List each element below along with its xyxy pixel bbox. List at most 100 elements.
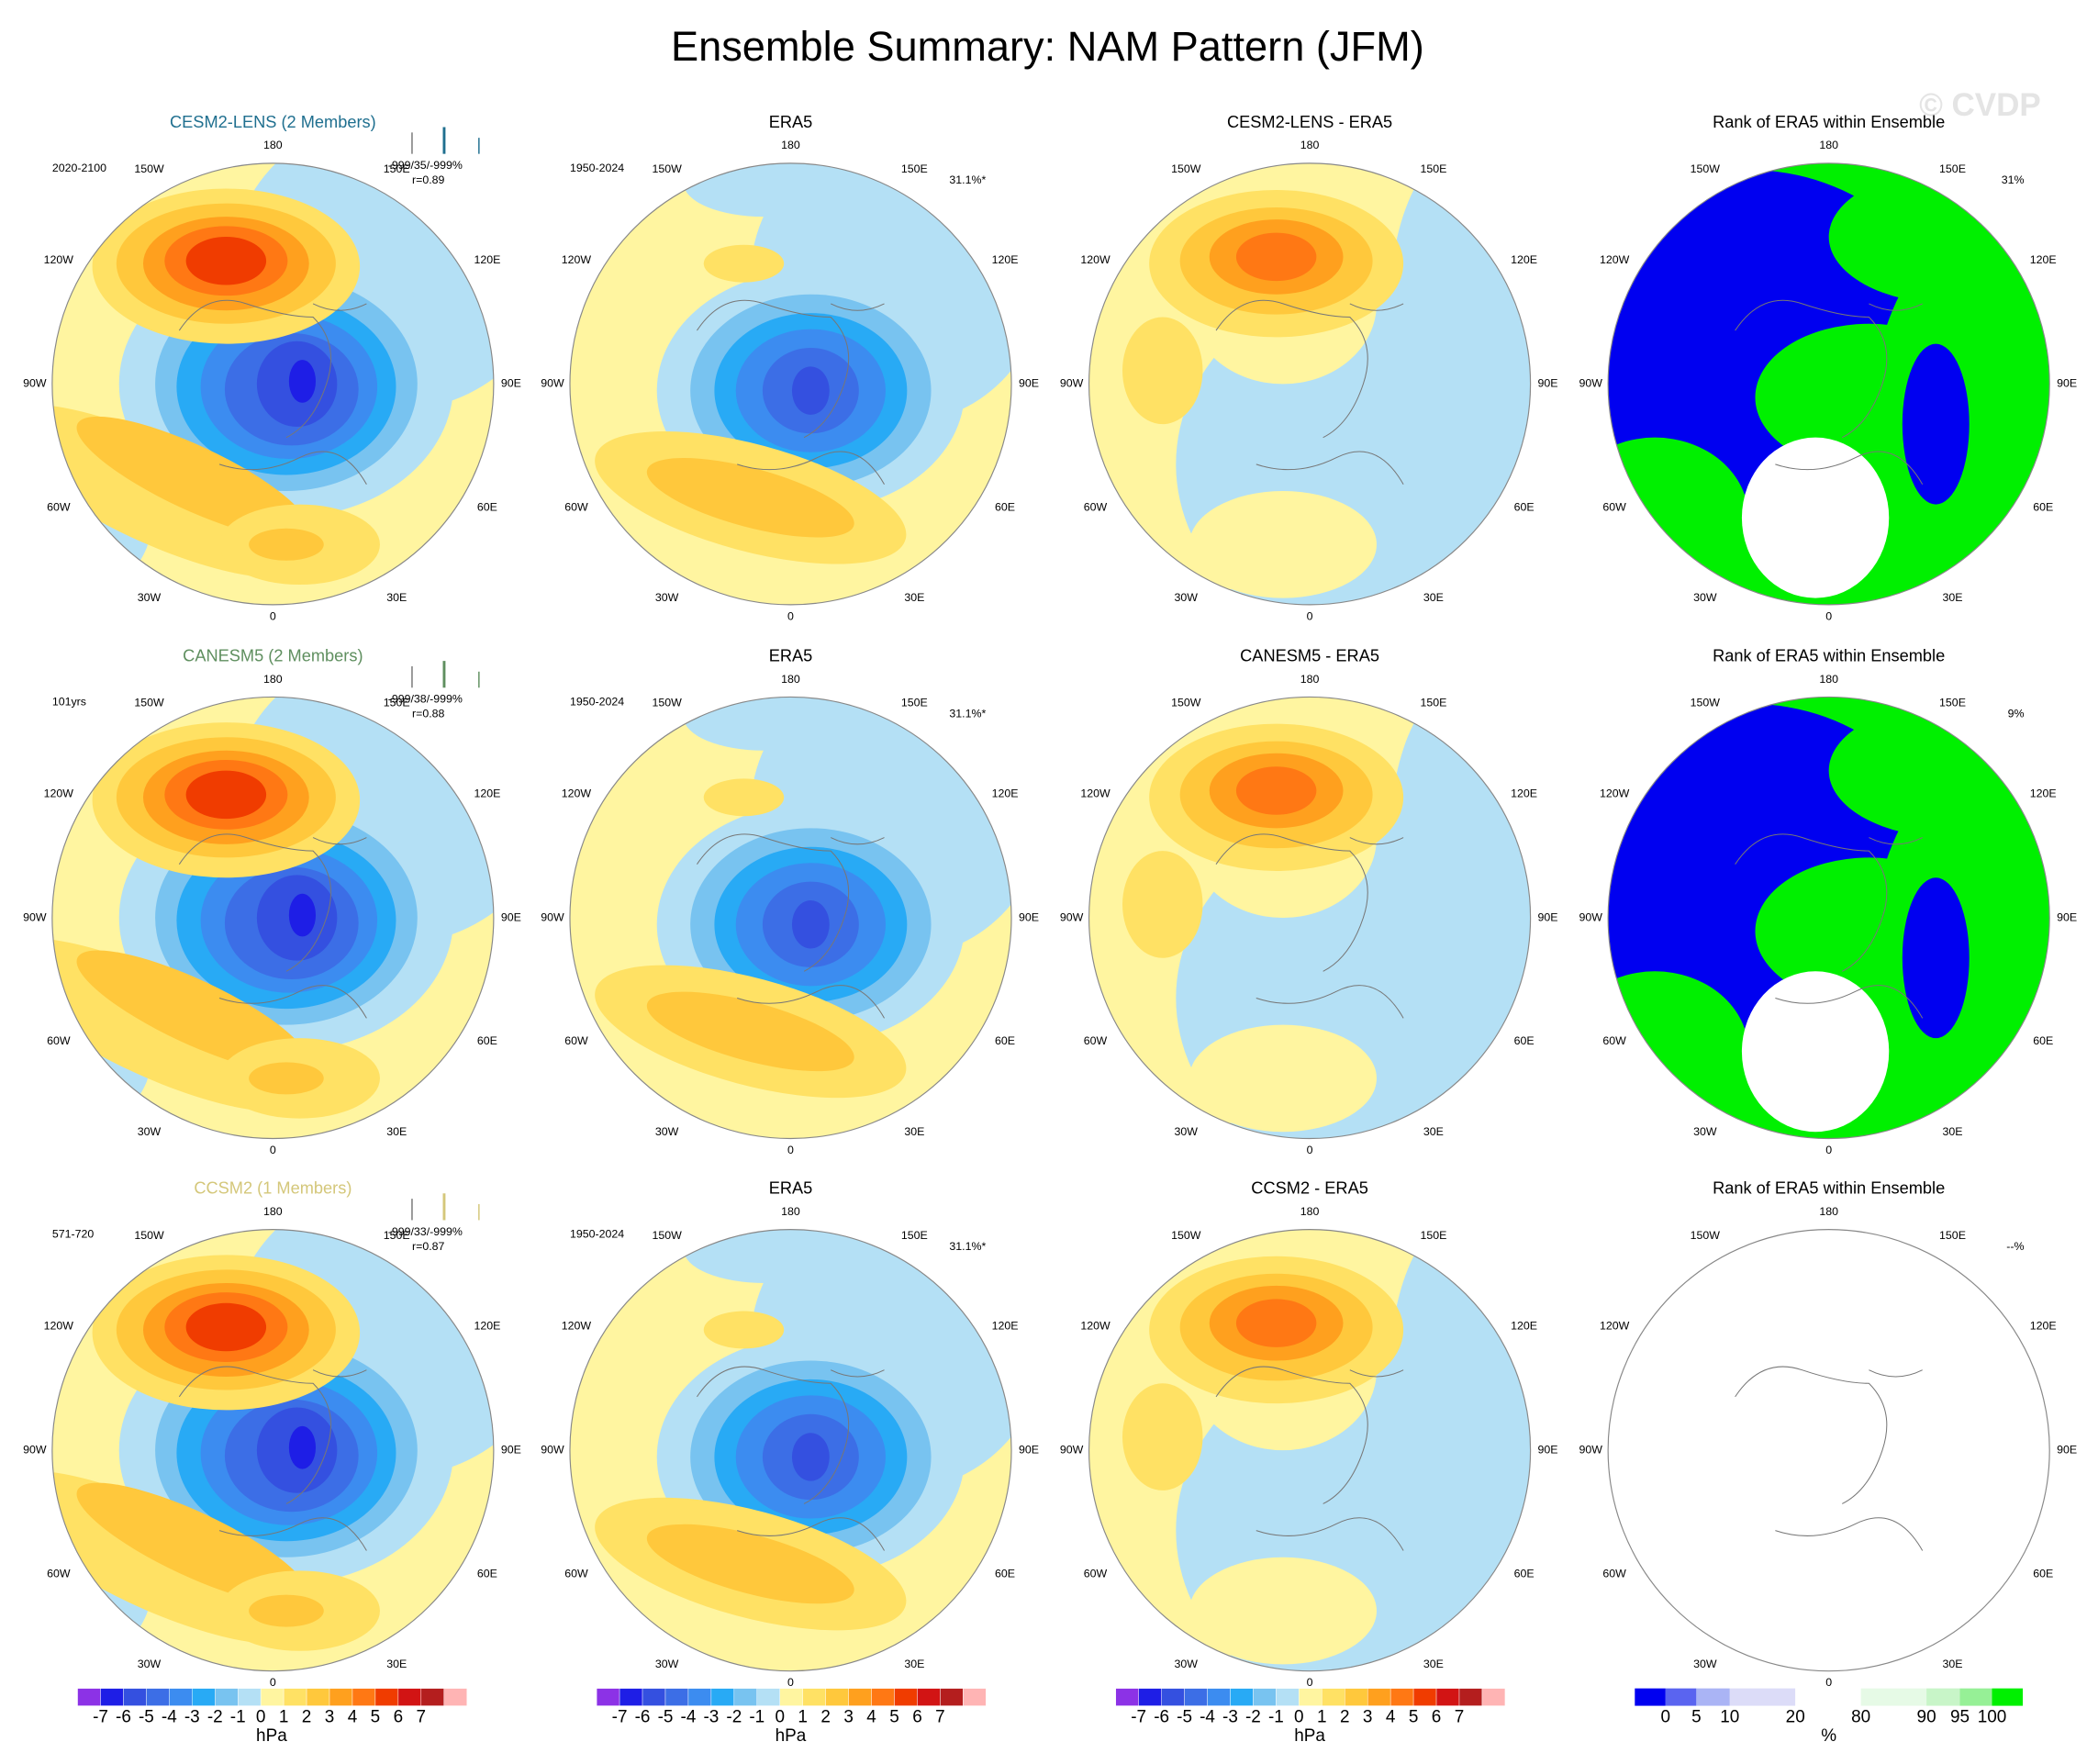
coastline [1215, 299, 1404, 485]
pattern-percent: 31.1%* [949, 173, 986, 186]
longitude-label: 30E [1423, 1658, 1444, 1670]
longitude-label: 150E [1420, 697, 1446, 709]
longitude-label: 150W [134, 697, 164, 709]
colorbar-box [1138, 1688, 1162, 1706]
colorbar-box [352, 1688, 376, 1706]
field-contour [1189, 1024, 1377, 1133]
longitude-label: 60W [47, 1034, 71, 1047]
map-field [1088, 1229, 1531, 1671]
colorbar-label: -3 [1222, 1708, 1238, 1727]
map-panel: 180 150E 120E 90E 60E 30E 0 30W 60W 90W 120W 150W Ra… [1579, 647, 2077, 1156]
field-contour [1122, 317, 1203, 425]
colorbar-box [1322, 1688, 1345, 1706]
colorbar-label: 0 [256, 1708, 266, 1727]
colorbar-box [894, 1688, 918, 1706]
field-contour [683, 697, 844, 751]
longitude-label: 30W [655, 1658, 679, 1670]
longitude-label: 90W [23, 1443, 47, 1456]
colorbar-label: 6 [394, 1708, 404, 1727]
field-contour [791, 366, 830, 415]
longitude-label: 150E [901, 1229, 928, 1242]
field-contour [185, 237, 267, 285]
coastline [1215, 833, 1404, 1019]
longitude-label: 0 [1307, 609, 1313, 622]
colorbar-box [1184, 1688, 1208, 1706]
colorbar-box [1276, 1688, 1300, 1706]
map-background [1608, 1229, 2050, 1671]
longitude-label: 60E [477, 1567, 497, 1580]
field-contour [1189, 1557, 1377, 1665]
coastline [1735, 1366, 1924, 1551]
correlation-label: r=0.89 [412, 173, 445, 186]
colorbar-box [1389, 1688, 1414, 1706]
colorbar-label: -5 [658, 1708, 674, 1727]
panel-title: CCSM2 - ERA5 [1251, 1179, 1368, 1198]
colorbar-label: 6 [912, 1708, 922, 1727]
map-panel: 180 150E 120E 90E 60E 30E 0 30W 60W 90W 120W 150W CC… [1060, 1179, 1558, 1689]
period-label: 101yrs [52, 696, 86, 709]
map-panel: 180 150E 120E 90E 60E 30E 0 30W 60W 90W 120W 150W CA… [23, 647, 521, 1156]
colorbar-label: -7 [612, 1708, 628, 1727]
longitude-label: 180 [263, 139, 283, 151]
coastline [178, 299, 367, 485]
longitude-label: 30E [1423, 591, 1444, 604]
field-contour [1869, 757, 2050, 1139]
colorbar-box [1161, 1688, 1185, 1706]
field-contour [1235, 766, 1317, 815]
figure-title: Ensemble Summary: NAM Pattern (JFM) [671, 23, 1424, 70]
longitude-label: 60E [1514, 1567, 1535, 1580]
colorbar-box [687, 1688, 712, 1706]
colorbar-box [123, 1688, 147, 1706]
longitude-label: 120W [1600, 1320, 1630, 1333]
longitude-label: 180 [1300, 1205, 1320, 1218]
colorbar-label: -5 [1177, 1708, 1192, 1727]
colorbar-label: -5 [139, 1708, 154, 1727]
period-label: 1950-2024 [570, 1228, 624, 1241]
period-label: 571-720 [52, 1228, 95, 1241]
colorbar-box [1665, 1688, 1697, 1706]
colorbar-label: -6 [116, 1708, 131, 1727]
colorbar-box [848, 1688, 872, 1706]
field-contour [249, 1062, 324, 1095]
longitude-label: 180 [781, 673, 800, 686]
longitude-label: 0 [787, 1676, 794, 1689]
longitude-label: 120E [2030, 253, 2057, 266]
field-contour [683, 1229, 844, 1283]
longitude-label: 60W [1602, 1034, 1626, 1047]
pattern-percent: 31.1%* [949, 1240, 986, 1253]
longitude-label: 30W [1175, 591, 1199, 604]
colorbar-label: 0 [1661, 1708, 1671, 1727]
longitude-label: 60E [995, 500, 1015, 513]
coastline [697, 299, 885, 485]
coastline [178, 1366, 367, 1551]
colorbar-unit: hPa [776, 1726, 807, 1746]
longitude-label: 90E [501, 910, 521, 923]
colorbar-label: -4 [162, 1708, 177, 1727]
longitude-label: 180 [1819, 673, 1838, 686]
map-panel: 180 150E 120E 90E 60E 30E 0 30W 60W 90W 120W 150W ER… [541, 647, 1039, 1156]
longitude-label: 90E [1538, 377, 1558, 390]
colorbar-label: 5 [371, 1708, 381, 1727]
field-contour [646, 1524, 854, 1604]
colorbar-box [260, 1688, 285, 1706]
colorbar-label: 100 [1978, 1708, 2007, 1727]
field-contour [703, 244, 785, 283]
colorbar-label: 1 [798, 1708, 808, 1727]
longitude-label: 120W [1080, 253, 1110, 266]
longitude-label: 90E [1019, 910, 1039, 923]
field-contour [76, 416, 309, 539]
panel-title: CCSM2 (1 Members) [194, 1179, 352, 1198]
field-contour [1608, 437, 1749, 598]
colorbar-box [169, 1688, 193, 1706]
pattern-percent: 9% [2008, 708, 2025, 720]
longitude-label: 150E [901, 162, 928, 175]
colorbar-label: -7 [93, 1708, 108, 1727]
longitude-label: 120W [562, 787, 592, 799]
colorbar-box [963, 1688, 987, 1706]
longitude-label: 90E [2057, 910, 2077, 923]
longitude-label: 60E [477, 1034, 497, 1047]
longitude-label: 0 [787, 1144, 794, 1156]
stats-label: -999/35/-999% [388, 159, 463, 172]
colorbar-box [825, 1688, 849, 1706]
colorbar-label: -1 [1268, 1708, 1284, 1727]
